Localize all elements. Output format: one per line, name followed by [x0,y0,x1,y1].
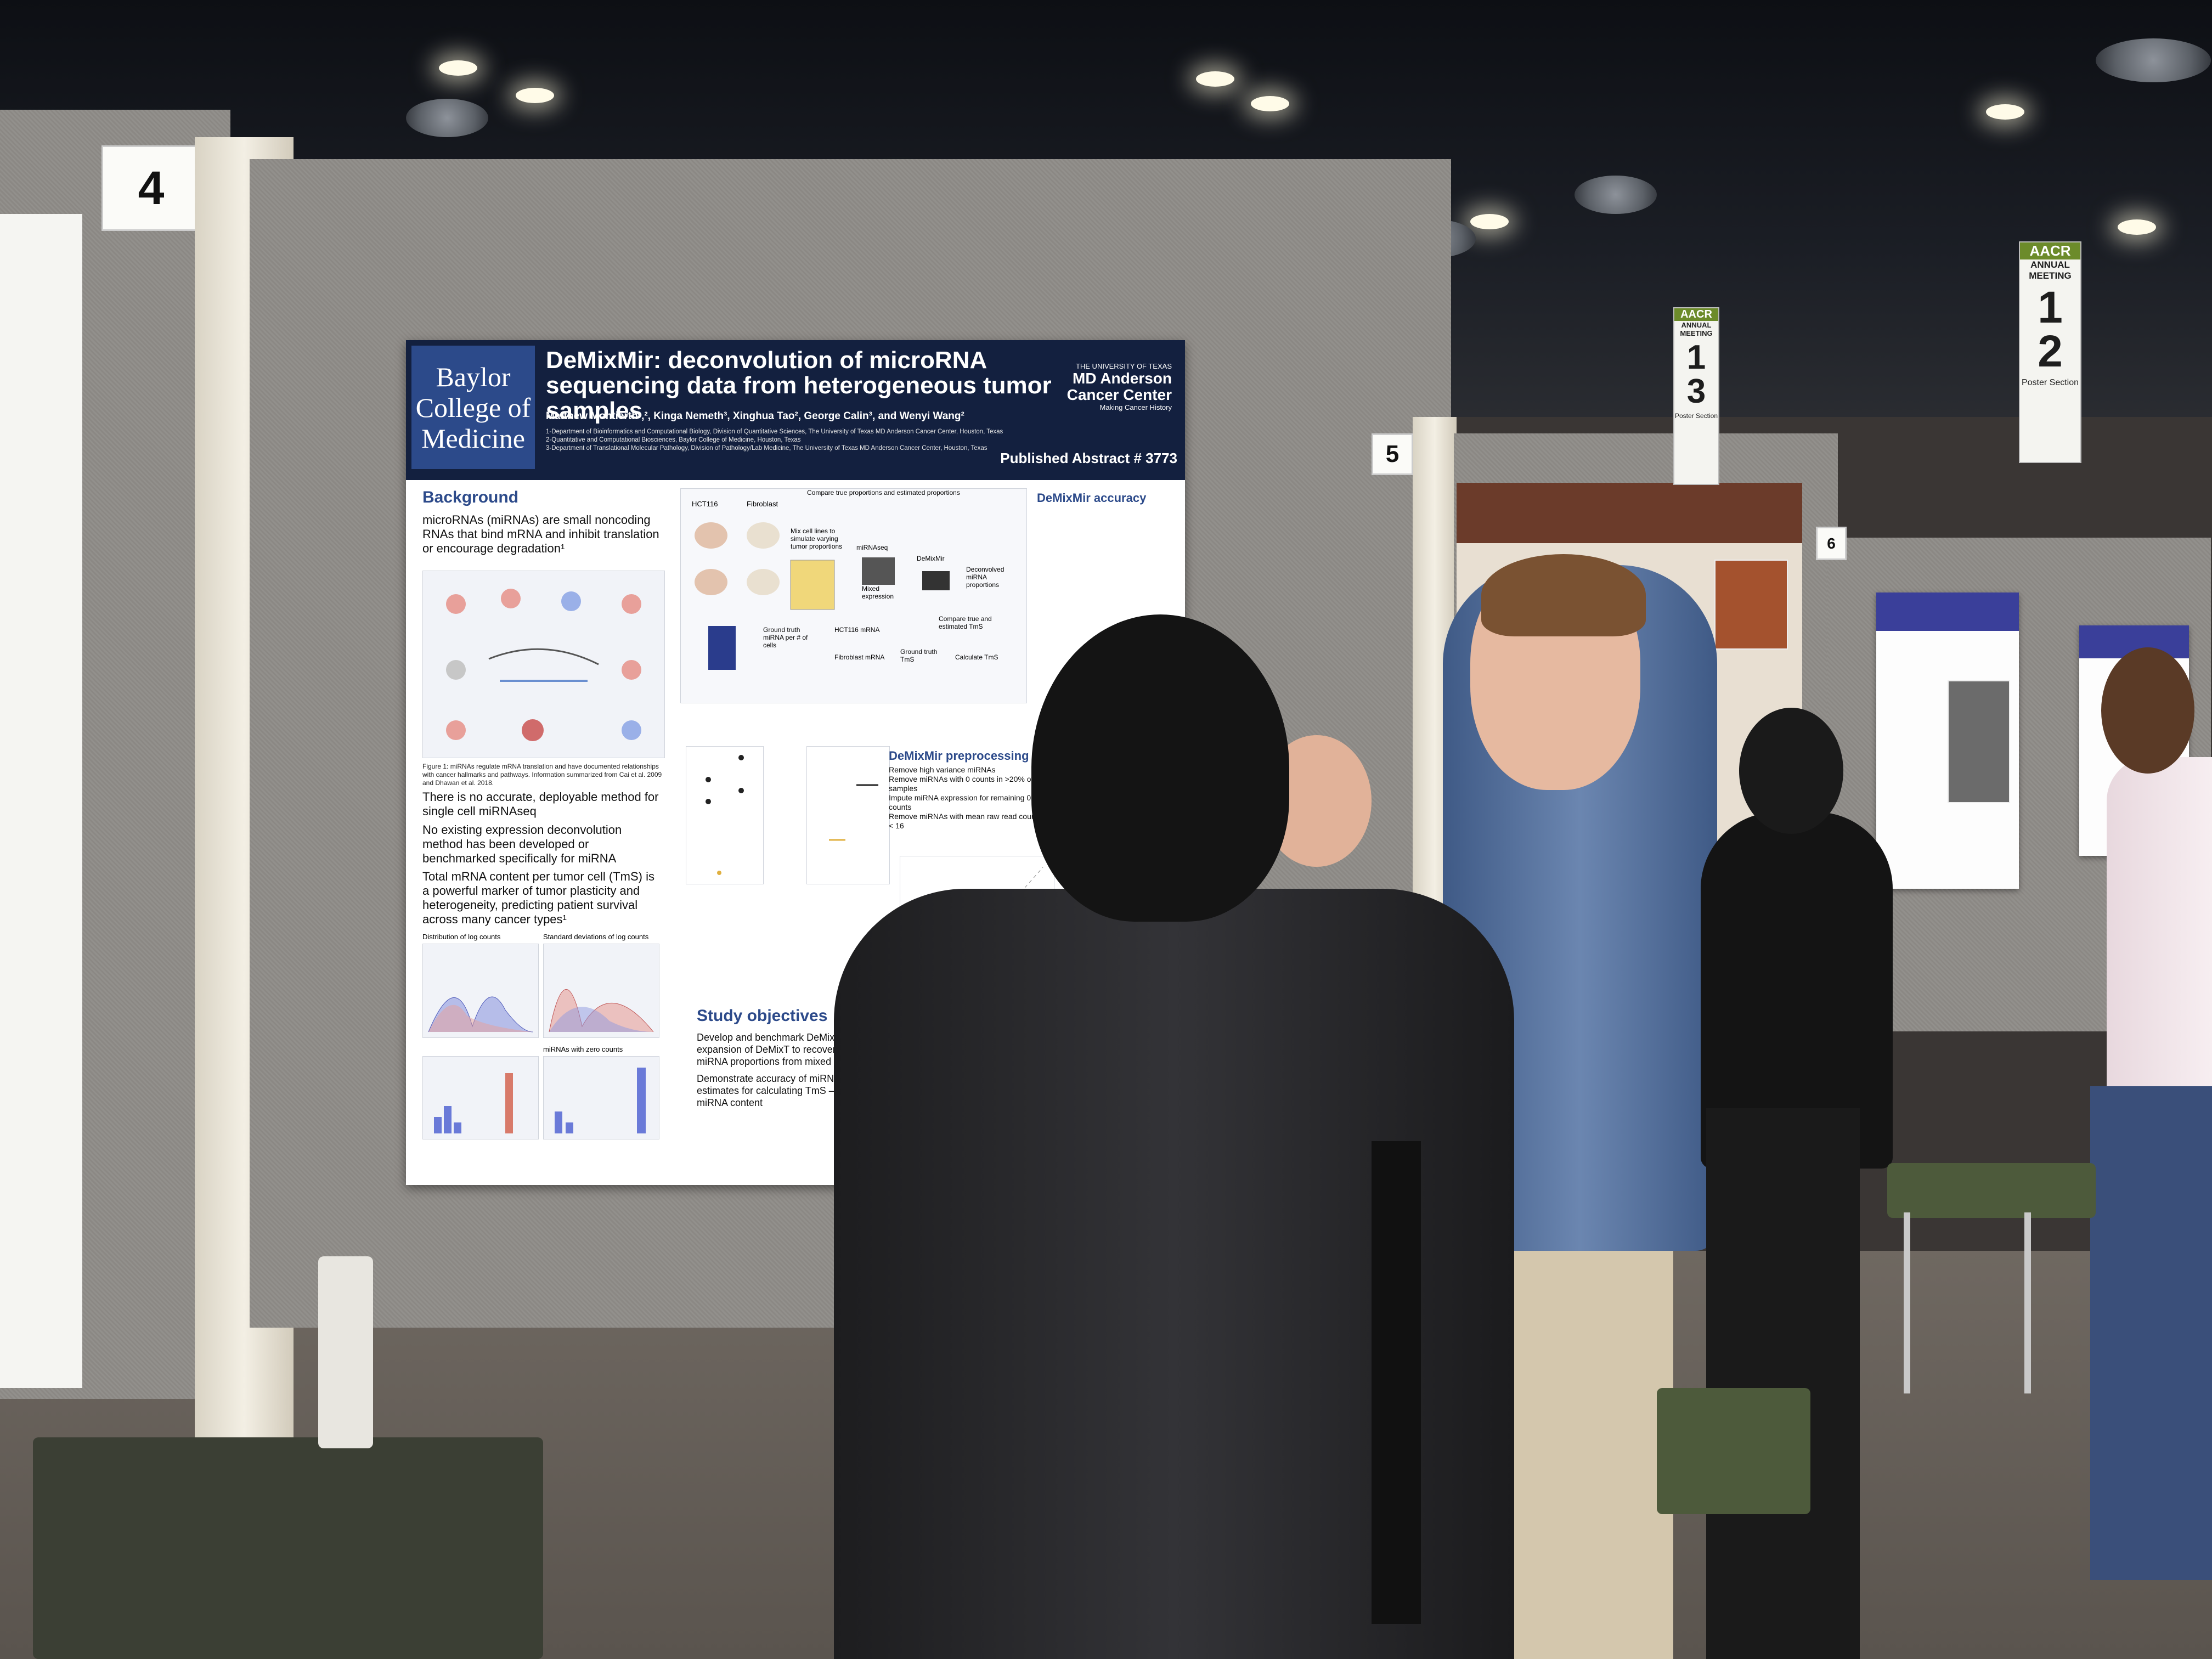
section-banner: AACR ANNUAL MEETING 13 Poster Section [1673,307,1719,485]
accuracy-heading: DeMixMir accuracy [1037,491,1147,505]
preprocessing-heading: DeMixMir preprocessing [889,749,1029,763]
plot-label: Standard deviations of log counts [543,933,649,941]
booth-number-card: 4 [101,145,201,231]
histogram-plot [422,1056,539,1139]
preprocessing-steps: Remove high variance miRNAs Remove miRNA… [889,765,1038,830]
bag-strap [1372,1141,1421,1624]
poster-title: DeMixMir: deconvolution of microRNA sequ… [546,347,1052,424]
plot-label: Distribution of log counts [422,933,501,941]
ceiling-light [1251,96,1289,111]
background-bullet: microRNAs (miRNAs) are small noncoding R… [422,513,659,555]
attendee-pants [1706,1108,1860,1659]
ceiling-light [1986,104,2024,120]
ceiling-light [439,60,477,76]
background-bullet: No existing expression deconvolution met… [422,823,622,865]
neighbor-poster [0,214,82,1388]
poster-authors: Matthew Montierth¹,², Kinga Nemeth³, Xin… [546,410,964,422]
baylor-logo: Baylor College of Medicine [411,346,535,469]
water-bottle [318,1256,373,1448]
dot-plot [686,746,764,884]
neighbor-poster [1876,592,2019,889]
chair [1887,1163,2096,1218]
poster-header: Baylor College of Medicine DeMixMir: dec… [406,340,1185,480]
histogram-plot [543,1056,659,1139]
mirna-pathway-figure [422,571,665,758]
md-anderson-logo: THE UNIVERSITY OF TEXAS MD Anderson Canc… [1066,362,1172,411]
attendee-shirt [2107,757,2212,1097]
chair [33,1437,543,1659]
background-heading: Background [422,488,519,506]
section-banner: AACR ANNUAL MEETING 12 Poster Section [2019,241,2081,463]
density-plot [422,944,539,1038]
density-plot [543,944,659,1038]
chair [1657,1388,1810,1514]
ceiling-vent [406,99,488,137]
attendee-head [2101,647,2194,774]
plot-label: miRNAs with zero counts [543,1045,623,1053]
ceiling-vent [1575,176,1657,214]
booth-number-card: 5 [1372,433,1413,475]
objectives-heading: Study objectives [697,1007,828,1025]
presenter-hair [1481,554,1646,636]
attendee-head [1739,708,1843,834]
attendee-trousers [2090,1086,2212,1580]
poster-affiliations: 1-Department of Bioinformatics and Compu… [546,428,1003,452]
visitor-hair [1031,614,1289,922]
ceiling-light [2118,219,2156,235]
figure-1-caption: Figure 1: miRNAs regulate mRNA translati… [422,763,662,787]
ceiling-light [1196,71,1234,87]
bar-plot [806,746,890,884]
background-bullet: There is no accurate, deployable method … [422,790,659,818]
booth-number-card: 6 [1816,527,1847,560]
ceiling-vent [2096,38,2211,82]
experimental-design-figure: HCT116 Fibroblast Mix cell lines to simu… [680,488,1027,703]
ceiling-light [516,88,554,103]
background-bullet: Total mRNA content per tumor cell (TmS) … [422,870,655,926]
abstract-number: Published Abstract # 3773 [1000,450,1177,466]
ceiling-light [1470,214,1509,229]
pathway-diagram [446,589,641,741]
